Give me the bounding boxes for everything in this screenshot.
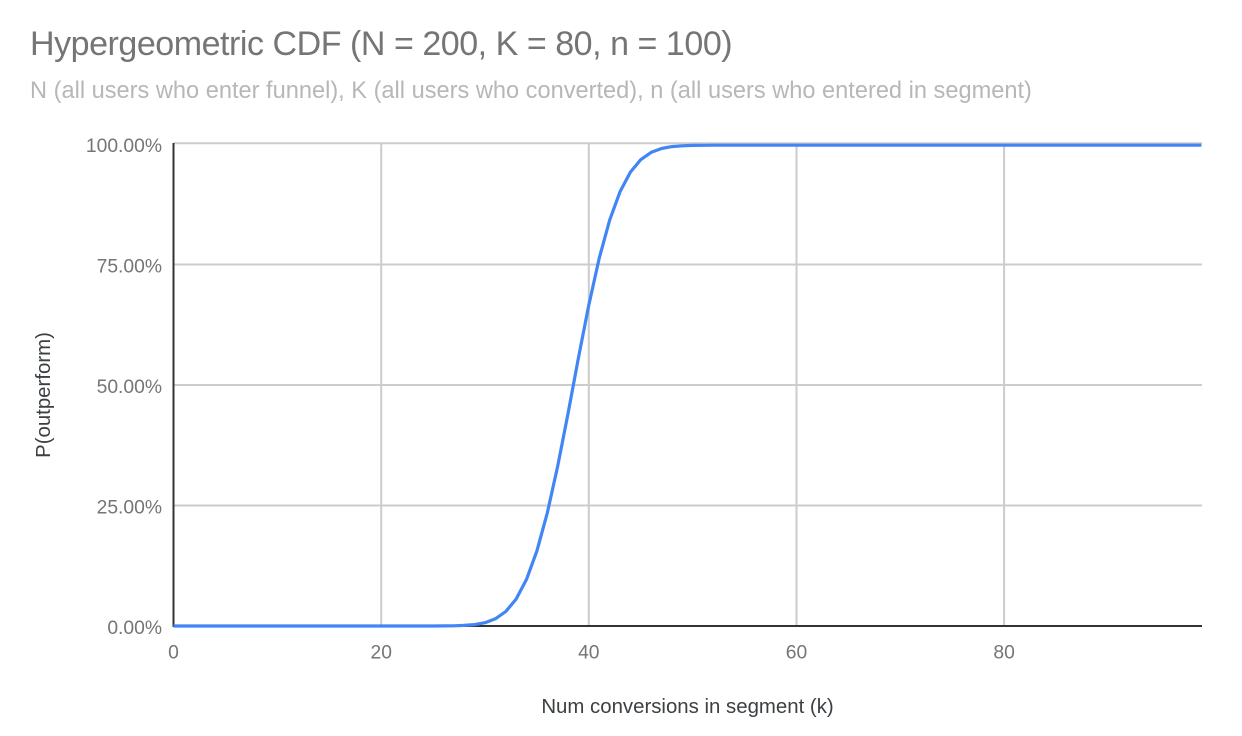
svg-text:40: 40 xyxy=(578,643,599,664)
svg-text:20: 20 xyxy=(370,643,391,664)
svg-text:Hypergeometric CDF (N = 200, K: Hypergeometric CDF (N = 200, K = 80, n =… xyxy=(30,25,732,63)
svg-text:50.00%: 50.00% xyxy=(97,377,162,398)
svg-text:25.00%: 25.00% xyxy=(97,498,162,519)
svg-text:P(outperform): P(outperform) xyxy=(33,332,55,458)
svg-text:0: 0 xyxy=(168,643,179,664)
svg-text:75.00%: 75.00% xyxy=(97,257,162,278)
svg-text:80: 80 xyxy=(993,643,1014,664)
svg-text:0.00%: 0.00% xyxy=(107,618,162,639)
svg-text:60: 60 xyxy=(786,643,807,664)
svg-text:N (all users who enter funnel): N (all users who enter funnel), K (all u… xyxy=(30,78,1032,104)
svg-text:Num conversions in segment (k): Num conversions in segment (k) xyxy=(541,696,833,718)
svg-text:100.00%: 100.00% xyxy=(86,136,162,157)
